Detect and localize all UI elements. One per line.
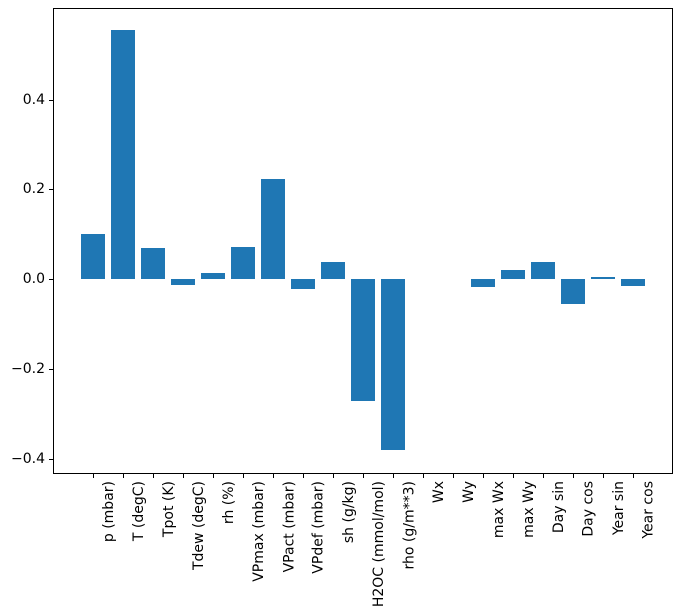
- x-tick: [272, 474, 274, 478]
- bar: [81, 233, 106, 280]
- x-tick-label: max Wy: [520, 481, 537, 538]
- bar: [201, 273, 226, 280]
- x-tick: [632, 474, 634, 478]
- bar: [470, 279, 495, 288]
- y-tick-label: 0.2: [22, 181, 45, 197]
- x-tick: [392, 474, 394, 478]
- x-tick: [242, 474, 244, 478]
- x-tick-label: H2OC (mmol/mol): [371, 481, 387, 608]
- x-tick-label: Tdew (degC): [191, 481, 208, 571]
- x-tick-label: Year cos: [640, 481, 657, 539]
- x-tick: [332, 474, 334, 478]
- y-tick-label: 0.4: [22, 92, 45, 108]
- x-tick: [182, 474, 184, 478]
- x-tick: [212, 474, 214, 478]
- x-tick: [122, 474, 124, 478]
- y-tick: [49, 100, 53, 101]
- bar: [231, 247, 256, 280]
- bar: [351, 279, 375, 402]
- y-tick: [49, 189, 53, 190]
- x-tick-label: VPmax (mbar): [251, 481, 268, 582]
- bars-layer: [53, 8, 673, 474]
- y-tick: [49, 279, 53, 280]
- bar: [560, 279, 585, 305]
- y-tick-label: −0.4: [11, 451, 45, 467]
- bar: [141, 248, 166, 280]
- x-tick: [482, 474, 484, 478]
- x-tick: [602, 474, 604, 478]
- bar: [590, 277, 615, 280]
- bar: [261, 179, 286, 280]
- x-tick-label: VPact (mbar): [281, 481, 298, 573]
- x-tick: [92, 474, 94, 478]
- x-tick-label: Year sin: [610, 481, 627, 536]
- x-tick-label: VPdef (mbar): [311, 481, 327, 574]
- x-tick: [512, 474, 514, 478]
- x-tick-label: p (mbar): [101, 481, 118, 543]
- x-tick-label: Tpot (K): [161, 481, 178, 538]
- bar: [530, 262, 555, 280]
- x-tick-label: rho (g/m**3): [401, 481, 417, 570]
- bar: [620, 279, 645, 287]
- x-tick-label: Wx: [431, 481, 447, 504]
- x-tick-label: Day cos: [580, 481, 597, 537]
- bar: [500, 269, 525, 280]
- x-tick-label: sh (g/kg): [341, 481, 357, 544]
- bar: [381, 279, 405, 450]
- x-tick-label: T (degC): [131, 481, 148, 542]
- x-tick: [572, 474, 574, 478]
- x-tick: [452, 474, 454, 478]
- x-tick-label: max Wx: [490, 481, 507, 539]
- y-tick: [49, 459, 53, 460]
- bar: [111, 30, 136, 280]
- x-tick: [302, 474, 304, 478]
- bar: [291, 279, 315, 290]
- x-tick: [542, 474, 544, 478]
- y-tick: [49, 369, 53, 370]
- bar: [321, 262, 345, 280]
- x-tick-label: Day sin: [550, 481, 567, 534]
- y-tick-label: 0.0: [22, 271, 45, 287]
- x-tick-label: Wy: [460, 481, 477, 503]
- y-tick-label: −0.2: [11, 361, 45, 377]
- x-tick: [152, 474, 154, 478]
- x-tick: [362, 474, 364, 478]
- bar: [171, 279, 196, 285]
- x-tick: [422, 474, 424, 478]
- x-tick-label: rh (%): [221, 481, 238, 525]
